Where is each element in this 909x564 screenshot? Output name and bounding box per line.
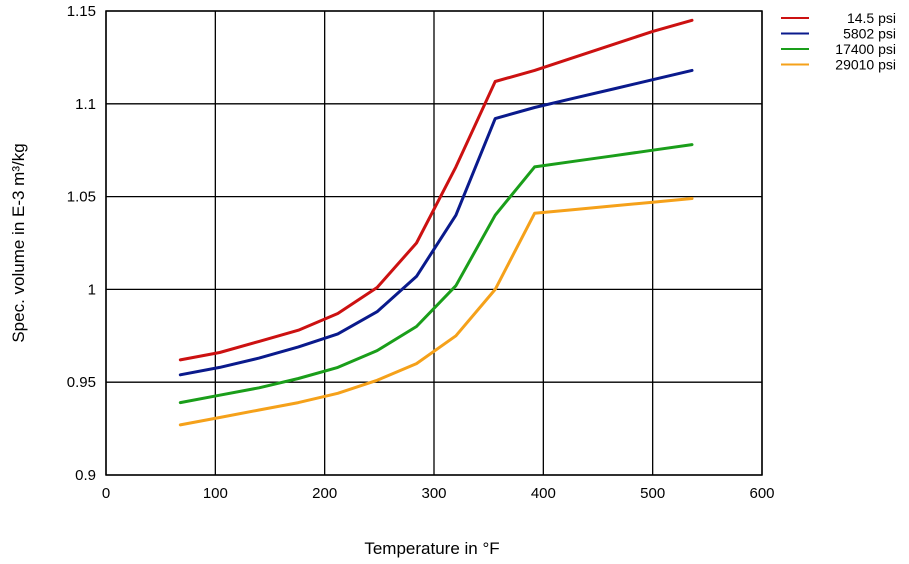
series-line-2 [178, 68, 694, 377]
y-tick-label: 0.9 [75, 467, 96, 484]
y-axis-title: Spec. volume in E-3 m³/kg [9, 143, 28, 342]
x-tick-label: 600 [749, 485, 774, 502]
grid [105, 10, 763, 476]
y-tick-label: 1 [88, 281, 96, 298]
x-tick-label: 400 [531, 485, 556, 502]
series-line-1 [178, 18, 694, 362]
x-tick-label: 0 [102, 485, 110, 502]
x-tick-label: 100 [203, 485, 228, 502]
y-tick-labels: 0.9 0.95 1 1.05 1.1 1.15 [67, 3, 96, 484]
legend-label: 29010 psi [835, 57, 896, 73]
x-tick-labels: 0 100 200 300 400 500 600 [102, 485, 775, 502]
series-line-3 [178, 143, 694, 405]
legend-label: 17400 psi [835, 41, 896, 57]
series-line-4 [178, 197, 694, 427]
y-tick-label: 0.95 [67, 374, 96, 391]
plot-frame [105, 10, 763, 476]
legend-label: 5802 psi [843, 26, 896, 42]
y-tick-label: 1.05 [67, 189, 96, 206]
legend-label: 14.5 psi [847, 10, 896, 26]
x-tick-label: 200 [312, 485, 337, 502]
series-layer [178, 18, 694, 427]
x-axis-title: Temperature in °F [364, 539, 499, 558]
y-tick-label: 1.1 [75, 96, 96, 113]
x-tick-label: 500 [640, 485, 665, 502]
x-tick-label: 300 [421, 485, 446, 502]
y-tick-label: 1.15 [67, 3, 96, 20]
